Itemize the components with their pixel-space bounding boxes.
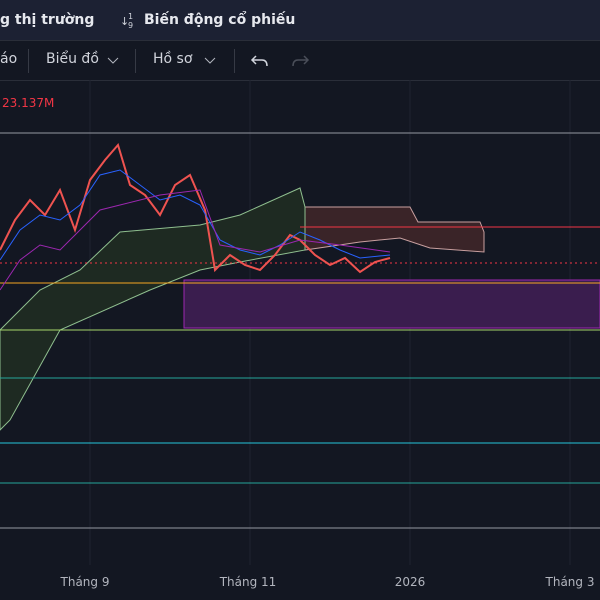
- sort-icon: ↓19: [120, 12, 133, 30]
- x-label: Tháng 9: [60, 575, 110, 589]
- menu-item[interactable]: Biểu đồ: [46, 51, 99, 67]
- chart: 23.137M Tháng 9 Tháng 11 2026 Tháng 3: [0, 80, 600, 589]
- menu-item[interactable]: Hồ sơ: [153, 51, 193, 67]
- separator: [234, 49, 235, 73]
- tab[interactable]: Biến động cổ phiếu: [144, 12, 296, 28]
- separator: [135, 49, 136, 73]
- levels: [0, 132, 600, 529]
- cloud: [304, 206, 485, 253]
- svg-text:↓: ↓: [120, 15, 129, 28]
- separator: [28, 49, 29, 73]
- ma: [0, 189, 391, 291]
- ma: [0, 169, 391, 261]
- x-label: Tháng 11: [219, 575, 277, 589]
- svg-text:1: 1: [128, 12, 133, 21]
- zone: [183, 279, 600, 329]
- tab[interactable]: g thị trường: [0, 12, 95, 28]
- x-axis: Tháng 9 Tháng 11 2026 Tháng 3: [60, 575, 595, 589]
- svg-text:9: 9: [128, 21, 133, 30]
- toolbar: áo Biểu đồ Hồ sơ: [0, 41, 600, 81]
- volume-label: 23.137M: [2, 96, 54, 110]
- top-bar: g thị trường ↓ 1 9 Biến động cổ phiếu: [0, 0, 600, 41]
- x-label: Tháng 3: [545, 575, 595, 589]
- price: [0, 142, 391, 274]
- cloud: [0, 187, 306, 431]
- chevron: [107, 57, 119, 64]
- chevron: [204, 57, 216, 64]
- menu-item[interactable]: áo: [0, 51, 18, 67]
- undo-button[interactable]: [250, 53, 270, 69]
- x-label: 2026: [395, 575, 426, 589]
- redo-button[interactable]: [290, 53, 310, 69]
